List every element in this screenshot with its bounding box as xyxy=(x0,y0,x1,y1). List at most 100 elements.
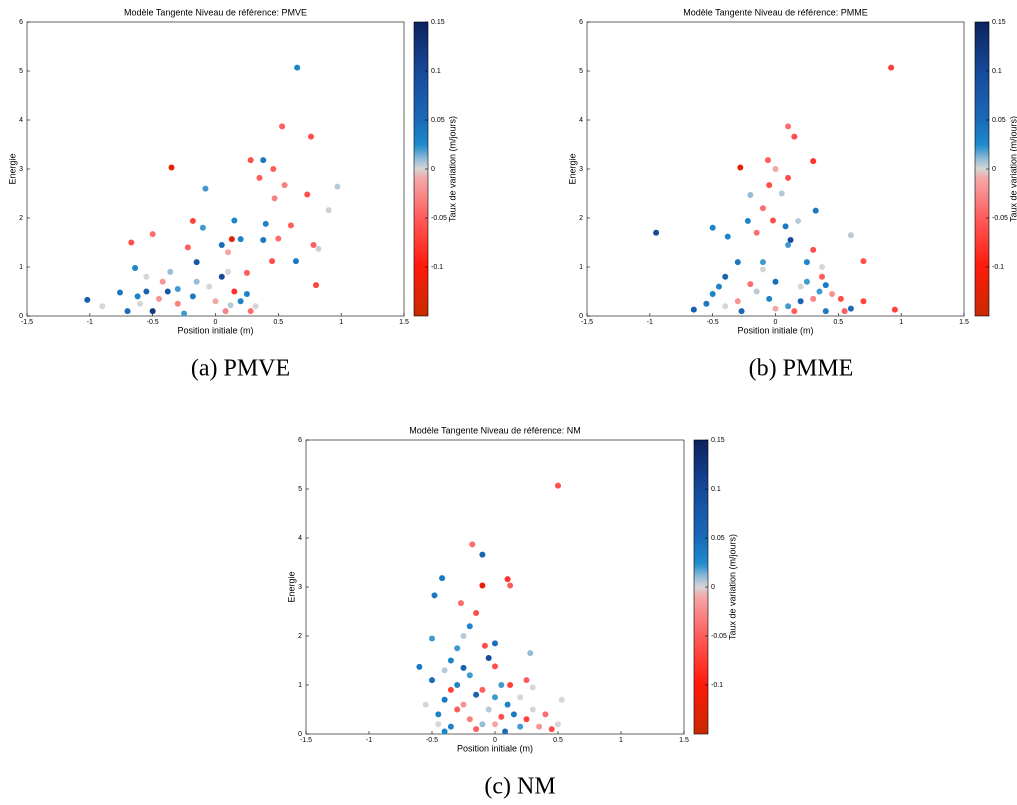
scatter-point xyxy=(759,266,766,273)
y-tick-label: 2 xyxy=(298,633,302,640)
x-tick-label: 1 xyxy=(339,319,343,326)
scatter-point xyxy=(822,282,829,289)
x-tick-label: 0 xyxy=(493,737,497,744)
scatter-point xyxy=(769,217,776,224)
scatter-point xyxy=(225,268,232,275)
scatter-point xyxy=(247,157,254,164)
scatter-point xyxy=(454,706,461,713)
scatter-point xyxy=(269,258,276,265)
scatter-point xyxy=(479,582,486,589)
scatter-point xyxy=(492,694,498,701)
scatter-point xyxy=(447,686,454,693)
scatter-point xyxy=(260,237,267,244)
scatter-point xyxy=(703,300,710,307)
scatter-point xyxy=(785,123,792,130)
caption: (b) PMME xyxy=(749,356,854,382)
scatter-point xyxy=(466,623,473,630)
y-axis-label: Energie xyxy=(286,571,296,602)
y-tick-label: 0 xyxy=(298,731,302,738)
scatter-point xyxy=(507,682,514,688)
y-tick-label: 3 xyxy=(19,166,23,173)
x-tick-label: 1.5 xyxy=(399,319,409,326)
scatter-point xyxy=(227,302,234,309)
scatter-point xyxy=(422,701,429,708)
colorbar-tick-label: -0.1 xyxy=(992,264,1004,271)
scatter-point xyxy=(473,609,480,616)
scatter-point xyxy=(189,217,196,224)
scatter-point xyxy=(782,223,789,230)
colorbar-tick-label: 0 xyxy=(992,166,996,173)
colorbar-tick-label: 0.1 xyxy=(711,486,721,493)
x-tick-label: -0.5 xyxy=(426,737,438,744)
colorbar-label: Taux de variation (m/jours) xyxy=(447,116,457,222)
scatter-point xyxy=(212,298,219,305)
y-tick-label: 6 xyxy=(298,437,302,444)
scatter-point xyxy=(738,308,745,315)
scatter-point xyxy=(218,273,225,280)
scatter-point xyxy=(262,220,269,227)
colorbar-label: Taux de variation (m/jours) xyxy=(727,534,737,640)
x-axis-label: Position initiale (m) xyxy=(737,325,813,335)
x-axis-label: Position initiale (m) xyxy=(457,743,533,753)
scatter-point xyxy=(772,166,779,172)
scatter-point xyxy=(502,728,509,735)
scatter-point xyxy=(791,133,798,140)
scatter-point xyxy=(310,241,317,248)
scatter-point xyxy=(287,222,294,229)
y-tick-label: 1 xyxy=(298,682,302,689)
x-tick-label: 1 xyxy=(619,737,623,744)
scatter-point xyxy=(527,650,534,657)
scatter-point xyxy=(243,269,250,276)
scatter-point xyxy=(231,288,238,295)
scatter-point xyxy=(558,696,565,703)
colorbar-tick-label: 0.1 xyxy=(992,68,1002,75)
scatter-point xyxy=(492,640,498,647)
scatter-point xyxy=(256,174,263,181)
scatter-point xyxy=(441,728,448,735)
scatter-point xyxy=(795,217,802,224)
scatter-point xyxy=(747,281,754,288)
scatter-point xyxy=(709,290,716,297)
scatter-point xyxy=(818,264,825,270)
scatter-point xyxy=(167,268,174,275)
y-tick-label: 0 xyxy=(19,313,23,320)
scatter-point xyxy=(810,158,817,165)
scatter-point xyxy=(181,310,188,317)
scatter-point xyxy=(555,721,561,728)
colorbar-tick-label: 0.05 xyxy=(431,117,445,124)
chart-title: Modèle Tangente Niveau de référence: PMV… xyxy=(124,7,307,17)
scatter-point xyxy=(766,182,773,189)
scatter-point xyxy=(281,182,288,189)
scatter-point xyxy=(222,308,229,315)
scatter-point xyxy=(841,308,848,315)
scatter-point xyxy=(888,64,895,71)
scatter-point xyxy=(199,224,206,231)
x-tick-label: 0.5 xyxy=(553,737,563,744)
x-tick-label: 0.5 xyxy=(833,319,843,326)
scatter-point xyxy=(860,298,867,305)
scatter-point xyxy=(159,278,166,285)
y-tick-label: 4 xyxy=(298,535,302,542)
x-tick-label: 1.5 xyxy=(959,319,969,326)
scatter-point xyxy=(218,241,225,248)
scatter-point xyxy=(137,300,144,307)
scatter-point xyxy=(498,682,505,688)
scatter-point xyxy=(653,229,660,236)
scatter-point xyxy=(315,245,322,252)
scatter-point xyxy=(279,123,286,130)
scatter-point xyxy=(294,64,301,71)
scatter-point xyxy=(128,239,135,246)
scatter-point xyxy=(304,191,311,198)
scatter-point xyxy=(747,191,754,198)
scatter-point xyxy=(517,694,524,701)
x-tick-label: -1 xyxy=(647,319,653,326)
y-tick-label: 3 xyxy=(298,584,302,591)
scatter-point xyxy=(791,308,798,315)
scatter-point xyxy=(818,273,825,280)
scatter-point xyxy=(785,174,792,181)
scatter-point xyxy=(429,635,435,642)
y-axis-label: Energie xyxy=(7,153,17,184)
scatter-point xyxy=(548,726,555,733)
scatter-point xyxy=(473,726,480,733)
